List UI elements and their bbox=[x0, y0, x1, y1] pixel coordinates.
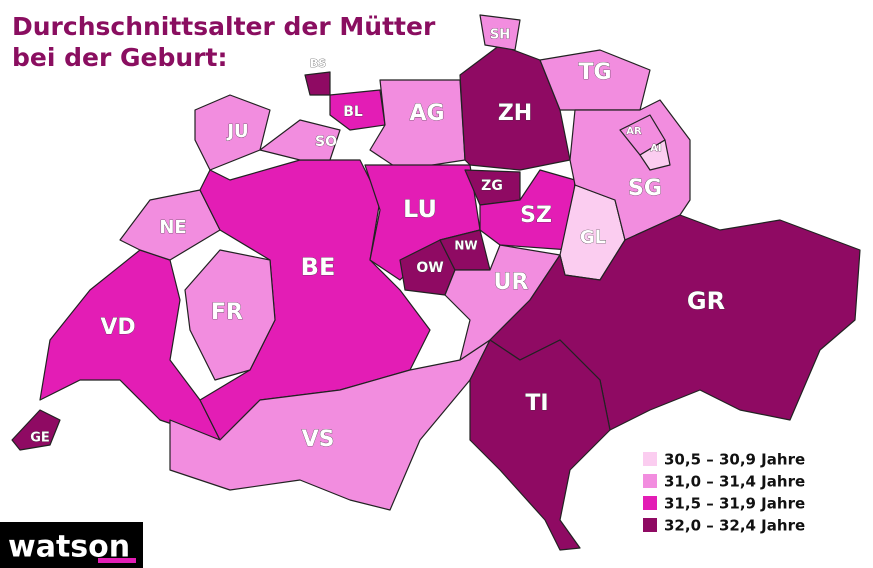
canton-label: LU bbox=[403, 195, 437, 223]
canton-label: BL bbox=[343, 104, 363, 120]
legend-swatch bbox=[643, 474, 657, 488]
logo-accent bbox=[98, 558, 136, 563]
canton-label: UR bbox=[494, 270, 529, 295]
canton bbox=[304, 71, 331, 96]
canton-label: NE bbox=[159, 217, 186, 238]
canton-label: AG bbox=[409, 101, 444, 126]
legend-label: 30,5 – 30,9 Jahre bbox=[664, 451, 805, 469]
canton-label: VD bbox=[100, 315, 135, 340]
canton-label: OW bbox=[416, 260, 443, 276]
canton-label: JU bbox=[225, 121, 248, 142]
canton bbox=[184, 249, 276, 381]
canton-label: SO bbox=[315, 134, 337, 150]
legend-label: 32,0 – 32,4 Jahre bbox=[664, 517, 805, 535]
canton-label: GR bbox=[687, 287, 725, 315]
canton-label: SH bbox=[490, 28, 510, 43]
title: bei der Geburt: bbox=[12, 43, 227, 72]
canton-label: TG bbox=[578, 60, 611, 85]
canton-label: GE bbox=[30, 431, 50, 446]
canton-label: BS bbox=[310, 57, 326, 70]
canton bbox=[469, 339, 611, 551]
title: Durchschnittsalter der Mütter bbox=[12, 12, 436, 41]
canton bbox=[329, 89, 386, 131]
canton-label: ZG bbox=[481, 178, 503, 194]
canton-label: SZ bbox=[520, 203, 552, 228]
canton-label: BE bbox=[301, 253, 336, 281]
canton-label: VS bbox=[302, 427, 335, 452]
canton-label: GL bbox=[580, 227, 606, 248]
canton bbox=[489, 214, 861, 431]
legend-swatch bbox=[643, 496, 657, 510]
canton-label: AI bbox=[650, 143, 661, 154]
canton bbox=[639, 139, 671, 171]
canton-label: AR bbox=[626, 126, 642, 137]
canton bbox=[479, 14, 521, 51]
canton bbox=[11, 409, 61, 451]
canton-label: SG bbox=[628, 176, 662, 201]
canton bbox=[39, 249, 221, 441]
canton-label: NW bbox=[454, 239, 477, 253]
canton bbox=[259, 119, 341, 161]
canton-label: TI bbox=[525, 391, 548, 416]
legend-label: 31,0 – 31,4 Jahre bbox=[664, 473, 805, 491]
canton-label: ZH bbox=[498, 101, 532, 126]
legend-swatch bbox=[643, 518, 657, 532]
canton-label: FR bbox=[211, 300, 243, 325]
legend-label: 31,5 – 31,9 Jahre bbox=[664, 495, 805, 513]
legend-swatch bbox=[643, 452, 657, 466]
